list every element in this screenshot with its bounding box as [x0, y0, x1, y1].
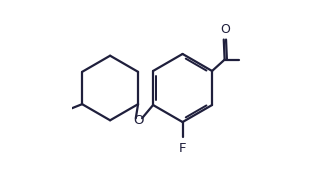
Text: O: O — [134, 114, 144, 127]
Text: F: F — [179, 142, 186, 155]
Text: O: O — [220, 23, 230, 36]
